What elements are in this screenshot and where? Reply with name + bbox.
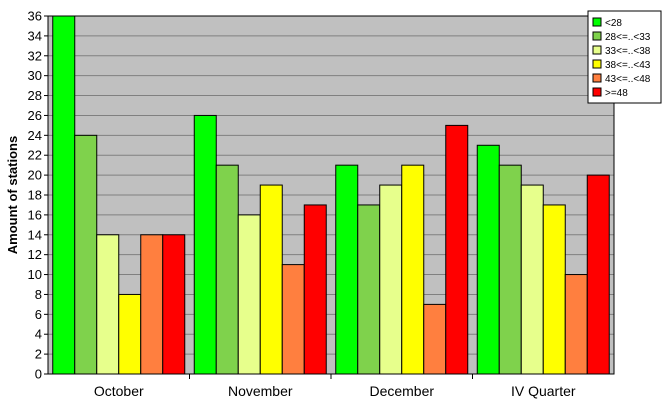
y-tick-label: 4: [35, 327, 42, 342]
bar: [445, 124, 469, 375]
bar: [586, 174, 610, 375]
y-tick-label: 16: [28, 207, 42, 222]
y-tick-label: 12: [28, 247, 42, 262]
y-tick-label: 20: [28, 168, 42, 183]
bar: [423, 303, 447, 375]
y-tick-label: 22: [28, 148, 42, 163]
y-tick-label: 2: [35, 347, 42, 362]
y-tick-label: 8: [35, 287, 42, 302]
legend-label: <28: [605, 18, 622, 29]
y-tick-label: 32: [28, 48, 42, 63]
bar: [379, 184, 403, 375]
bar: [281, 264, 305, 375]
bar: [96, 234, 120, 375]
bar: [303, 204, 327, 375]
bar: [357, 204, 381, 375]
legend-swatch: [592, 59, 602, 69]
bar: [476, 144, 500, 375]
legend-swatch: [592, 87, 602, 97]
bar: [237, 214, 261, 375]
y-tick-label: 30: [28, 68, 42, 83]
y-tick-label: 34: [28, 28, 42, 43]
x-tick-label: IV Quarter: [511, 383, 576, 399]
y-axis-title: Amount of stations: [5, 136, 20, 254]
bar: [74, 134, 98, 375]
y-tick-label: 36: [28, 9, 42, 24]
legend-swatch: [592, 17, 602, 27]
legend-label: 33<=..<38: [605, 46, 651, 57]
bar: [215, 164, 239, 375]
x-tick-label: November: [228, 383, 293, 399]
bar: [259, 184, 283, 375]
legend-label: >=48: [605, 88, 628, 99]
y-tick-label: 6: [35, 307, 42, 322]
bar: [193, 114, 217, 375]
bar: [520, 184, 544, 375]
y-tick-label: 18: [28, 188, 42, 203]
bar: [401, 164, 425, 375]
legend-label: 38<=..<43: [605, 60, 651, 71]
y-tick-label: 24: [28, 128, 42, 143]
bar: [140, 234, 164, 375]
legend-swatch: [592, 31, 602, 41]
bar: [118, 293, 142, 375]
bar: [335, 164, 359, 375]
bar: [564, 274, 588, 375]
y-tick-label: 10: [28, 267, 42, 282]
bar: [162, 234, 186, 375]
legend-swatch: [592, 45, 602, 55]
x-tick-label: December: [369, 383, 434, 399]
y-tick-label: 0: [35, 367, 42, 382]
y-tick-label: 28: [28, 88, 42, 103]
legend-label: 28<=..<33: [605, 32, 651, 43]
bar: [52, 15, 76, 375]
legend-swatch: [592, 73, 602, 83]
plot-frame: [47, 15, 615, 375]
legend-label: 43<=..<48: [605, 74, 651, 85]
y-tick-label: 14: [28, 227, 42, 242]
bar: [498, 164, 522, 375]
bar: [542, 204, 566, 375]
x-tick-label: October: [94, 383, 144, 399]
y-tick-label: 26: [28, 108, 42, 123]
